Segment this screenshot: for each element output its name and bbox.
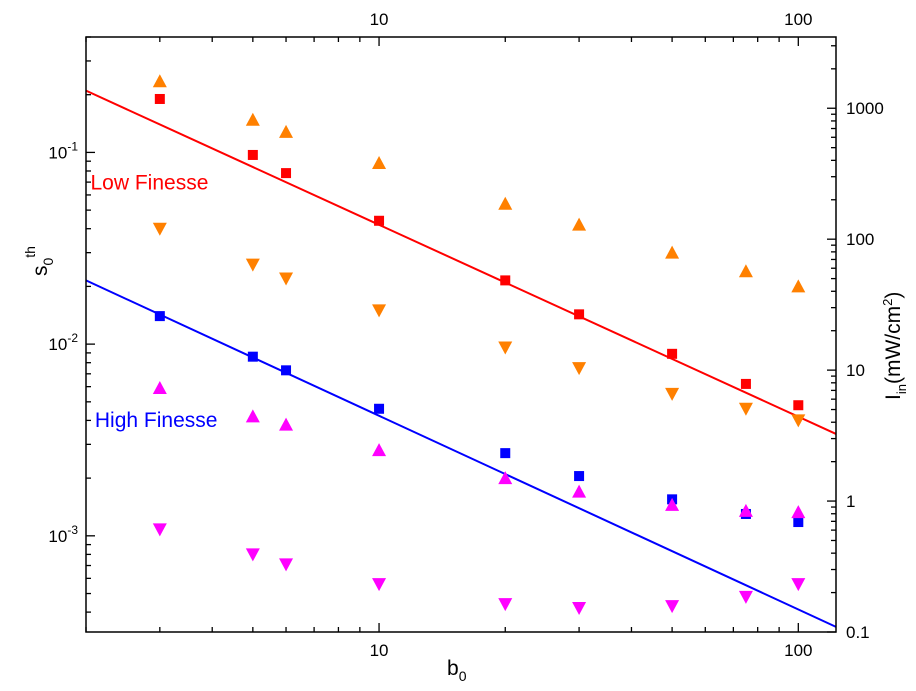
x-tick-label-bottom: 10 [370,641,389,660]
y-right-tick-label: 0.1 [846,623,870,642]
series-5-point-7 [738,590,753,604]
series-2-point-8 [791,414,806,428]
y-left-tick-label: 10-1 [48,139,78,162]
series-4-point-8 [791,505,806,519]
y-left-tick-label: 10-3 [48,523,78,546]
y-right-tick-label: 10 [846,361,865,380]
series-1-point-7 [738,264,753,278]
series-3-point-3 [374,403,385,414]
series-5-point-8 [791,578,806,592]
series-0-point-0 [154,93,165,104]
series-2-point-4 [498,341,513,355]
series-1-point-5 [572,217,587,231]
series-3-point-8 [793,517,804,528]
series-2-point-6 [665,387,680,401]
series-5-point-3 [372,578,387,592]
axes: 10 100 10 100 10-1 10-2 10-3 1000 100 10 1 0.1 [48,10,883,660]
annotation-high-finesse: High Finesse [95,409,218,432]
series-4-point-7 [738,503,753,517]
series-4-point-0 [152,381,167,395]
y-left-tick-label: 10-2 [48,331,78,354]
series-5-point-2 [279,558,294,572]
x-axis-title: b0 [447,657,467,684]
series-2-point-0 [152,222,167,236]
series-5-point-1 [245,548,260,562]
series-0-point-5 [574,309,585,320]
series-3-point-1 [247,351,258,362]
y-right-tick-label: 1 [846,492,855,511]
series-0-point-6 [667,348,678,359]
series-3-point-5 [574,471,585,482]
series-0-point-2 [281,168,292,179]
series-0-point-8 [793,400,804,411]
series-1-point-0 [152,74,167,88]
series-1-point-4 [498,196,513,210]
series-1-point-6 [665,245,680,259]
series-5-point-5 [572,602,587,616]
annotation-low-finesse: Low Finesse [90,172,208,195]
series-2-point-5 [572,362,587,376]
series-3-point-0 [154,311,165,322]
y-right-tick-label: 1000 [846,99,884,118]
series-0-point-1 [247,149,258,160]
series-0-point-7 [740,378,751,389]
series-3-point-2 [281,365,292,376]
data-marks [85,74,837,628]
fit-line-0 [85,89,837,435]
series-4-point-4 [498,471,513,485]
series-4-point-6 [665,497,680,511]
series-4-point-5 [572,484,587,498]
series-1-point-2 [279,124,294,138]
series-4-point-1 [245,409,260,423]
series-1-point-1 [245,112,260,126]
series-5-point-4 [498,598,513,612]
series-5-point-6 [665,600,680,614]
series-0-point-4 [500,275,511,286]
series-1-point-3 [372,156,387,170]
series-0-point-3 [374,215,385,226]
x-tick-label-top: 100 [784,10,812,29]
fit-line-1 [85,279,837,628]
right-y-axis-title: Iin(mW/cm2) [880,292,909,400]
series-1-point-8 [791,279,806,293]
series-4-point-3 [372,443,387,457]
series-2-point-1 [245,258,260,272]
plot-frame [85,36,837,633]
series-2-point-2 [279,272,294,286]
series-2-point-7 [738,402,753,416]
series-5-point-0 [152,523,167,537]
left-y-axis-title: s0th [22,246,56,276]
x-tick-label-top: 10 [370,10,389,29]
series-3-point-4 [500,448,511,459]
series-2-point-3 [372,304,387,318]
y-right-tick-label: 100 [846,230,874,249]
series-4-point-2 [279,417,294,431]
x-tick-label-bottom: 100 [784,641,812,660]
